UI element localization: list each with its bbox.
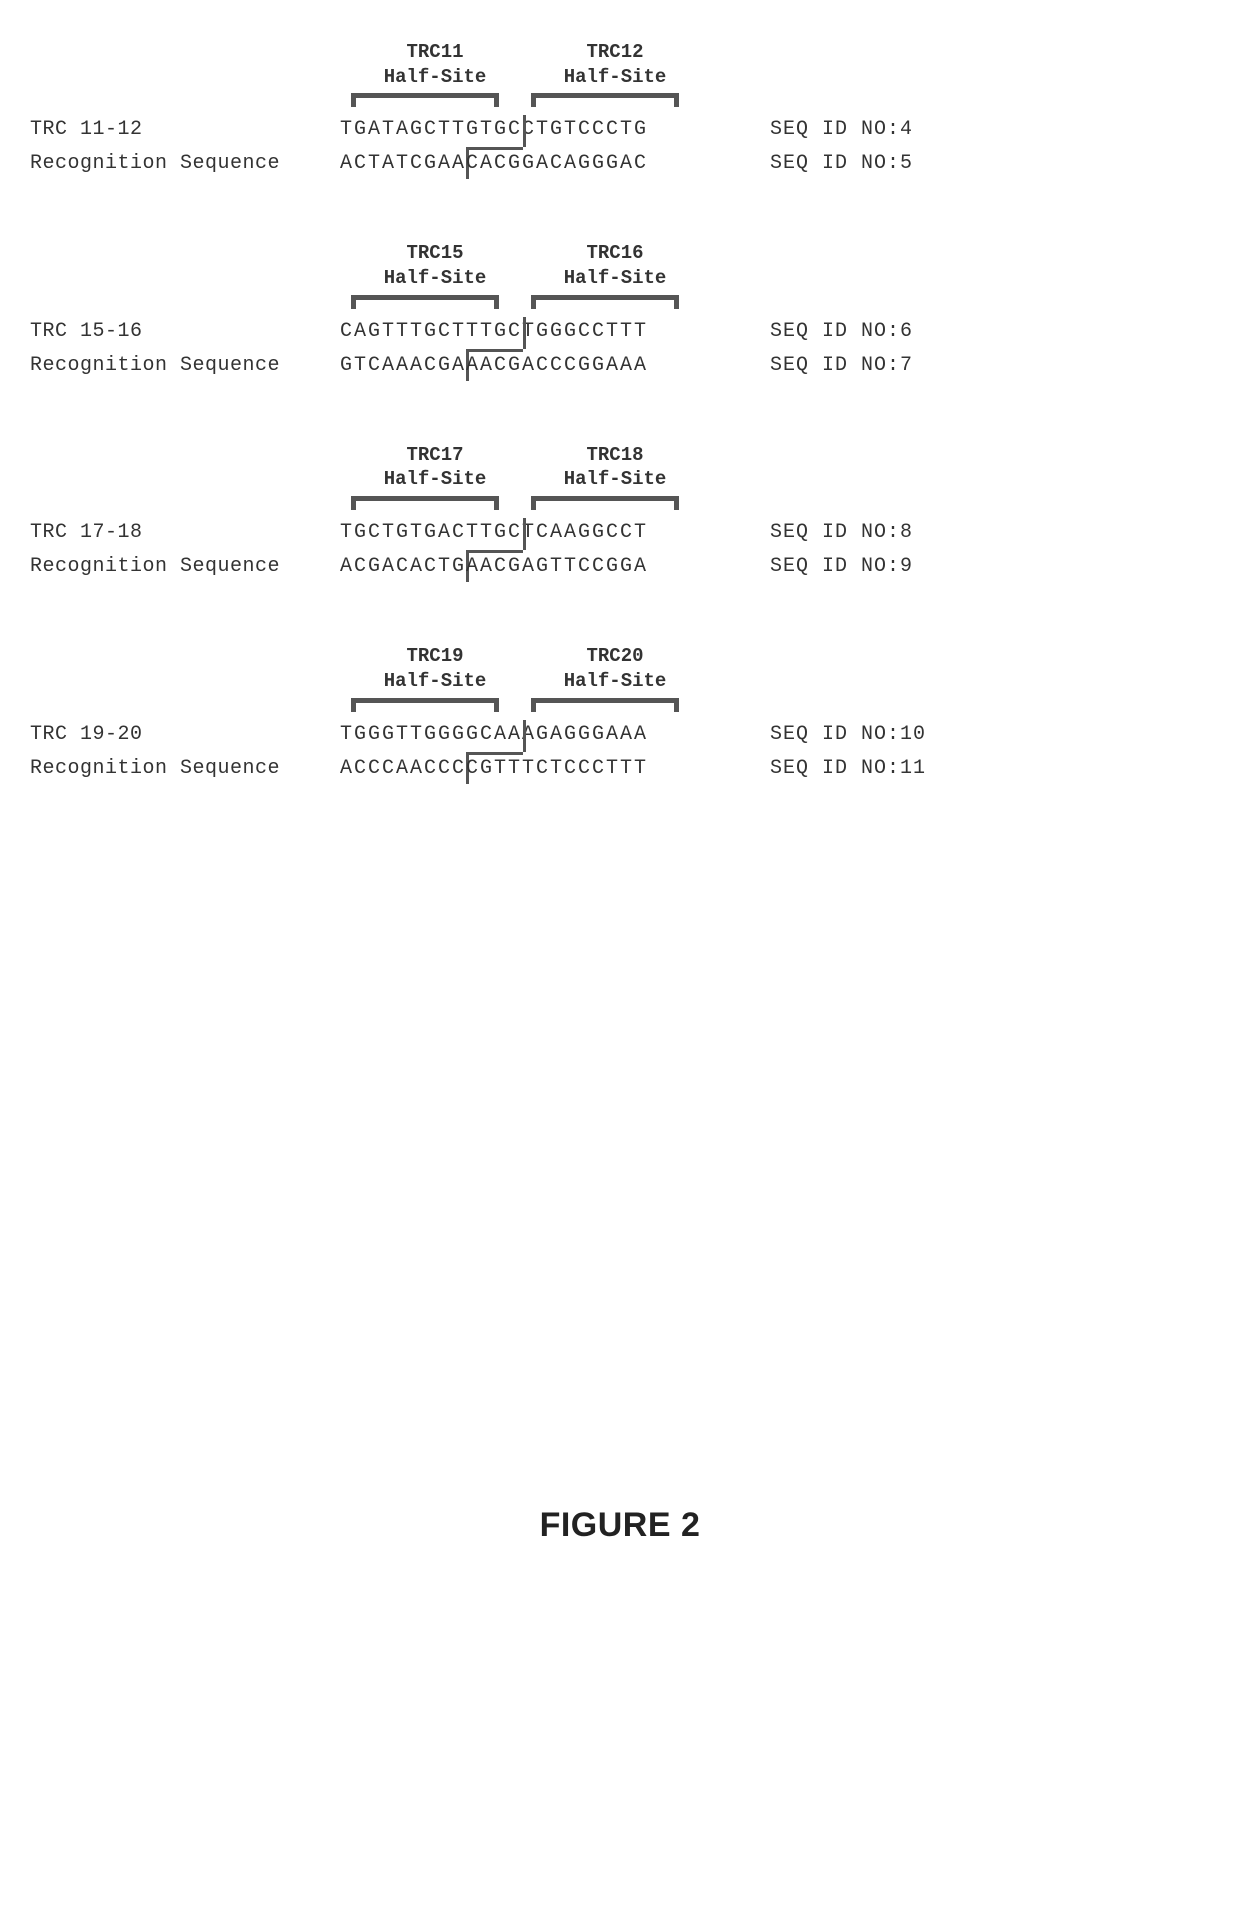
- bracket-left-icon: [345, 93, 505, 111]
- bracket-row: [345, 93, 1210, 111]
- halfsite-word: Half-Site: [345, 467, 525, 492]
- bracket-row: [345, 496, 1210, 514]
- seq-row-top: TRC 11-12TGATAGCTTGTGCCTGTCCCTGSEQ ID NO…: [30, 113, 1210, 147]
- figure-caption: FIGURE 2: [30, 1506, 1210, 1545]
- sequence-block: TRC15Half-SiteTRC16Half-SiteTRC 15-16CAG…: [30, 241, 1210, 382]
- seq-top: TGCTGTGACTTGCTCAAGGCCT: [340, 516, 770, 550]
- pair-name: TRC 15-16: [30, 315, 340, 349]
- halfsite-labels: TRC15Half-SiteTRC16Half-Site: [345, 241, 1210, 290]
- seq-row-top: TRC 19-20TGGGTTGGGGCAAAGAGGGAAASEQ ID NO…: [30, 718, 1210, 752]
- seqid-top: SEQ ID NO:4: [770, 113, 1020, 147]
- recognition-label: Recognition Sequence: [30, 550, 340, 584]
- seqid-bot: SEQ ID NO:9: [770, 550, 1020, 584]
- halfsite-right-label: TRC20Half-Site: [525, 644, 705, 693]
- halfsite-left-name: TRC11: [345, 40, 525, 65]
- halfsite-word: Half-Site: [345, 669, 525, 694]
- halfsite-word: Half-Site: [525, 669, 705, 694]
- sequence-block: TRC19Half-SiteTRC20Half-SiteTRC 19-20TGG…: [30, 644, 1210, 785]
- halfsite-right-label: TRC12Half-Site: [525, 40, 705, 89]
- halfsite-word: Half-Site: [345, 65, 525, 90]
- recognition-label: Recognition Sequence: [30, 752, 340, 786]
- figure-container: TRC11Half-SiteTRC12Half-SiteTRC 11-12TGA…: [30, 40, 1210, 786]
- bracket-right-icon: [525, 698, 685, 716]
- seq-bot: ACGACACTGAACGAGTTCCGGA: [340, 550, 770, 584]
- seqid-bot: SEQ ID NO:11: [770, 752, 1020, 786]
- halfsite-left-name: TRC19: [345, 644, 525, 669]
- bracket-left-icon: [345, 496, 505, 514]
- seq-row-bottom: Recognition SequenceACCCAACCCCGTTTCTCCCT…: [30, 752, 1210, 786]
- pair-name: TRC 11-12: [30, 113, 340, 147]
- halfsite-word: Half-Site: [525, 65, 705, 90]
- seqid-bot: SEQ ID NO:5: [770, 147, 1020, 181]
- seq-row-bottom: Recognition SequenceACGACACTGAACGAGTTCCG…: [30, 550, 1210, 584]
- bracket-row: [345, 295, 1210, 313]
- halfsite-right-label: TRC16Half-Site: [525, 241, 705, 290]
- seq-bot: ACCCAACCCCGTTTCTCCCTTT: [340, 752, 770, 786]
- sequence-block: TRC11Half-SiteTRC12Half-SiteTRC 11-12TGA…: [30, 40, 1210, 181]
- seq-top: TGATAGCTTGTGCCTGTCCCTG: [340, 113, 770, 147]
- bracket-right-icon: [525, 295, 685, 313]
- seqid-top: SEQ ID NO:10: [770, 718, 1020, 752]
- pair-name: TRC 17-18: [30, 516, 340, 550]
- halfsite-left-label: TRC19Half-Site: [345, 644, 525, 693]
- seq-row-bottom: Recognition SequenceGTCAAACGAAACGACCCGGA…: [30, 349, 1210, 383]
- halfsite-labels: TRC11Half-SiteTRC12Half-Site: [345, 40, 1210, 89]
- halfsite-right-name: TRC16: [525, 241, 705, 266]
- halfsite-left-name: TRC15: [345, 241, 525, 266]
- seqid-top: SEQ ID NO:6: [770, 315, 1020, 349]
- seq-top: TGGGTTGGGGCAAAGAGGGAAA: [340, 718, 770, 752]
- halfsite-right-name: TRC20: [525, 644, 705, 669]
- halfsite-left-label: TRC15Half-Site: [345, 241, 525, 290]
- halfsite-right-name: TRC18: [525, 443, 705, 468]
- halfsite-labels: TRC19Half-SiteTRC20Half-Site: [345, 644, 1210, 693]
- bracket-right-icon: [525, 93, 685, 111]
- seq-bot: ACTATCGAACACGGACAGGGAC: [340, 147, 770, 181]
- halfsite-left-label: TRC17Half-Site: [345, 443, 525, 492]
- sequence-block: TRC17Half-SiteTRC18Half-SiteTRC 17-18TGC…: [30, 443, 1210, 584]
- halfsite-word: Half-Site: [345, 266, 525, 291]
- halfsite-right-name: TRC12: [525, 40, 705, 65]
- seq-bot: GTCAAACGAAACGACCCGGAAA: [340, 349, 770, 383]
- bracket-left-icon: [345, 295, 505, 313]
- seq-top: CAGTTTGCTTTGCTGGGCCTTT: [340, 315, 770, 349]
- halfsite-left-label: TRC11Half-Site: [345, 40, 525, 89]
- bracket-right-icon: [525, 496, 685, 514]
- halfsite-word: Half-Site: [525, 467, 705, 492]
- seq-row-top: TRC 15-16CAGTTTGCTTTGCTGGGCCTTTSEQ ID NO…: [30, 315, 1210, 349]
- seq-row-bottom: Recognition SequenceACTATCGAACACGGACAGGG…: [30, 147, 1210, 181]
- seqid-top: SEQ ID NO:8: [770, 516, 1020, 550]
- recognition-label: Recognition Sequence: [30, 349, 340, 383]
- halfsite-word: Half-Site: [525, 266, 705, 291]
- seqid-bot: SEQ ID NO:7: [770, 349, 1020, 383]
- seq-row-top: TRC 17-18TGCTGTGACTTGCTCAAGGCCTSEQ ID NO…: [30, 516, 1210, 550]
- halfsite-right-label: TRC18Half-Site: [525, 443, 705, 492]
- bracket-left-icon: [345, 698, 505, 716]
- halfsite-labels: TRC17Half-SiteTRC18Half-Site: [345, 443, 1210, 492]
- recognition-label: Recognition Sequence: [30, 147, 340, 181]
- halfsite-left-name: TRC17: [345, 443, 525, 468]
- pair-name: TRC 19-20: [30, 718, 340, 752]
- bracket-row: [345, 698, 1210, 716]
